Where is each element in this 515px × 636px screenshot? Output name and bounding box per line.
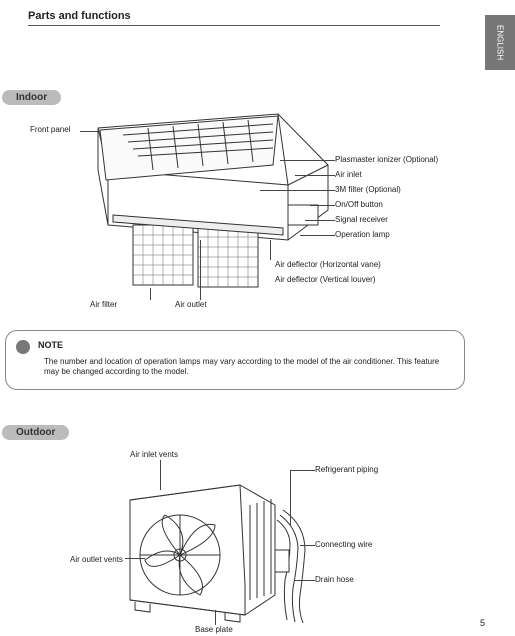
label-out-outlet: Air outlet vents (70, 555, 123, 564)
label-drain: Drain hose (315, 575, 354, 584)
note-box: NOTE The number and location of operatio… (5, 330, 465, 390)
label-wire: Connecting wire (315, 540, 372, 549)
label-plasma: Plasmaster ionizer (Optional) (335, 155, 438, 164)
line (80, 131, 100, 132)
label-air-filter: Air filter (90, 300, 117, 309)
line (125, 558, 145, 559)
line (270, 240, 271, 260)
label-out-inlet: Air inlet vents (130, 450, 178, 459)
line (295, 580, 315, 581)
line (310, 205, 335, 206)
line (215, 610, 216, 625)
label-deflector: Air deflector (Horizontal vane) (275, 260, 381, 269)
label-front-panel: Front panel (30, 125, 70, 134)
line (305, 220, 335, 221)
line (290, 470, 315, 471)
line (200, 240, 201, 300)
line (300, 235, 335, 236)
outdoor-unit-illustration (115, 460, 325, 625)
page-number: 5 (480, 618, 485, 628)
label-louver: Air deflector (Vertical louver) (275, 275, 375, 284)
note-bullet-icon (16, 340, 30, 354)
label-signal: Signal receiver (335, 215, 388, 224)
line (295, 175, 335, 176)
top-rule (28, 25, 440, 26)
note-title: NOTE (38, 340, 63, 352)
line (150, 288, 151, 300)
line (160, 460, 161, 490)
page-title: Parts and functions (28, 10, 131, 22)
label-inlet: Air inlet (335, 170, 362, 179)
outdoor-pill: Outdoor (2, 425, 69, 440)
label-ion-filter: 3M filter (Optional) (335, 185, 401, 194)
note-text: The number and location of operation lam… (44, 357, 452, 378)
side-tab: ENGLISH (485, 15, 515, 70)
label-lamp: Operation lamp (335, 230, 390, 239)
label-outlet: Air outlet (175, 300, 207, 309)
label-base: Base plate (195, 625, 233, 634)
label-onoff: On/Off button (335, 200, 383, 209)
line (300, 545, 315, 546)
line (280, 160, 335, 161)
label-piping: Refrigerant piping (315, 465, 378, 474)
indoor-pill: Indoor (2, 90, 61, 105)
line (260, 190, 335, 191)
line (290, 470, 291, 525)
